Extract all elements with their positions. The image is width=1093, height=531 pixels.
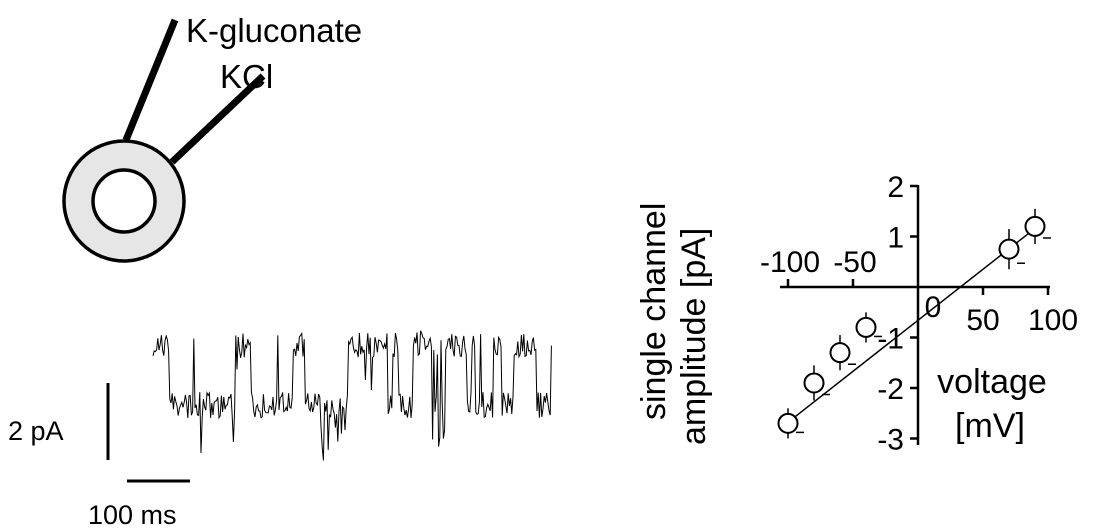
- linear-fit-line: [787, 227, 1036, 423]
- scale-current-label: 2 pA: [8, 416, 64, 446]
- data-point: [829, 335, 856, 371]
- label-k-gluconate: K-gluconate: [186, 12, 362, 49]
- y-tick-label: 2: [887, 171, 904, 204]
- fit-line-group: [787, 227, 1036, 423]
- data-point: [803, 365, 830, 401]
- data-point: [1024, 208, 1051, 244]
- y-ticks: 2 1 -1 -2 -3: [877, 171, 918, 457]
- scale-time-label: 100 ms: [88, 500, 177, 530]
- data-point-marker: [829, 342, 851, 364]
- data-point: [998, 229, 1025, 270]
- y-tick-label: -2: [877, 373, 904, 406]
- y-tick-label: 1: [887, 222, 904, 255]
- label-kcl: KCl: [220, 58, 273, 95]
- x-tick-label: 100: [1028, 304, 1078, 337]
- y-tick-label: -3: [877, 424, 904, 457]
- pipette-schematic: K-gluconate KCl: [62, 12, 362, 263]
- x-axis-label-line2: [mV]: [955, 407, 1025, 445]
- iv-plot: -100 -50 0 50 100 2 1 -1 -2 -3 single channel am…: [635, 171, 1078, 457]
- cell-inner: [91, 168, 157, 234]
- x-tick-label: 50: [966, 304, 999, 337]
- pipette-k-gluconate: [122, 18, 179, 142]
- x-tick-label: -100: [760, 246, 820, 279]
- x-tick-label: 0: [925, 291, 942, 324]
- x-ticks: -100 -50 0 50 100: [760, 246, 1078, 337]
- current-trace: [152, 330, 552, 461]
- single-channel-trace: 2 pA 100 ms: [8, 330, 552, 530]
- data-point-marker: [1024, 215, 1046, 237]
- data-point: [855, 312, 882, 343]
- data-point-marker: [777, 412, 799, 434]
- x-axis-label-line1: voltage: [937, 363, 1047, 401]
- data-point-marker: [855, 316, 877, 338]
- y-axis-label-line2: amplitude [pA]: [675, 228, 713, 445]
- x-tick-label: -50: [833, 246, 876, 279]
- y-tick-label: -1: [877, 323, 904, 356]
- data-point-marker: [803, 372, 825, 394]
- data-points: [777, 208, 1051, 439]
- data-point: [777, 408, 804, 439]
- pipette-kcl: [169, 73, 266, 165]
- y-axis-label-line1: single channel: [635, 203, 673, 420]
- data-point-marker: [998, 238, 1020, 260]
